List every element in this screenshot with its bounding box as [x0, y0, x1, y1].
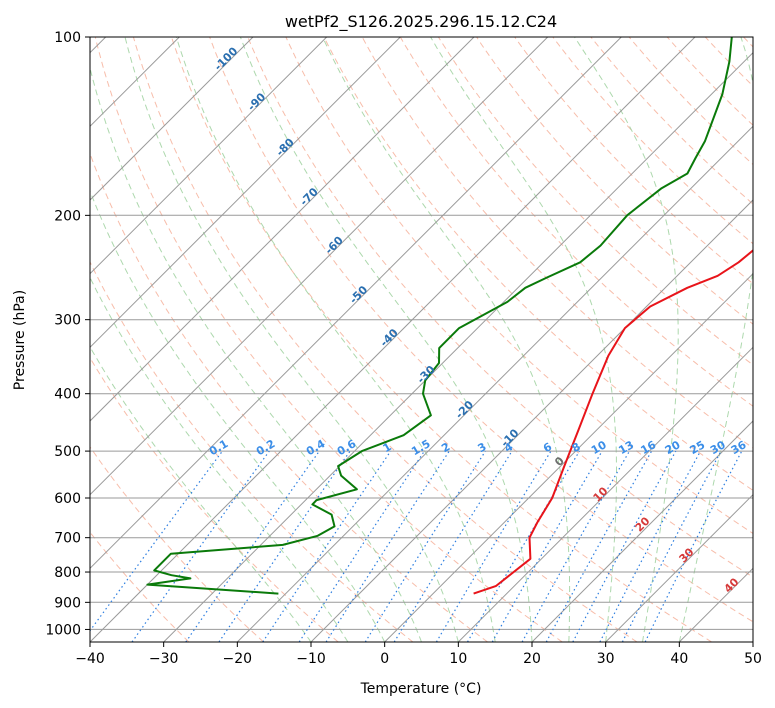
dry-adiabat-line [247, 37, 753, 578]
plot-frame [89, 36, 754, 643]
isotherm-line [90, 37, 401, 349]
isotherms [90, 37, 753, 642]
x-tick-label: 30 [597, 651, 615, 667]
moist-adiabat-line [430, 37, 617, 642]
isotherm-line [163, 51, 753, 642]
isotherm-line [531, 420, 753, 642]
temperature-profile-line [473, 249, 753, 595]
dry-adiabat-line [90, 446, 264, 642]
dry-adiabat-line [209, 37, 753, 623]
y-tick-label: 100 [54, 30, 81, 46]
x-tick-label: −30 [149, 651, 179, 667]
y-tick-label: 700 [54, 531, 81, 547]
mixing-ratio-line [599, 450, 702, 642]
isotherm-line [90, 37, 328, 275]
isobar-grid [90, 37, 753, 630]
isotherm-line [236, 125, 753, 642]
moist-adiabat-line [90, 189, 386, 642]
x-tick-label: 10 [449, 651, 467, 667]
y-axis-label: Pressure (hPa) [12, 290, 28, 390]
dry-adiabat-line [323, 37, 753, 491]
mixing-ratio-line [435, 450, 552, 642]
dry-adiabat-line [628, 37, 753, 166]
y-tick-label: 900 [54, 595, 81, 611]
moist-adiabat-line [678, 37, 753, 642]
moist-adiabat-line [175, 37, 496, 642]
x-tick-label: −40 [75, 651, 105, 667]
y-tick-label: 1000 [45, 622, 81, 638]
y-tick-label: 300 [54, 313, 81, 329]
mixing-ratio-line [262, 450, 392, 642]
y-tick-label: 200 [54, 208, 81, 224]
x-tick-label: 40 [670, 651, 688, 667]
isotherm-line [90, 37, 254, 201]
moist-adiabat-line [124, 37, 459, 642]
x-tick-label: −20 [223, 651, 253, 667]
mixing-ratio-line [218, 450, 351, 642]
mixing-ratio-line [393, 450, 513, 642]
moist-adiabat-line [574, 37, 679, 642]
isotherm-line [90, 37, 549, 496]
moist-adiabat-line [90, 276, 349, 642]
y-tick-label: 500 [54, 444, 81, 460]
mixing-ratio-line [572, 450, 677, 642]
y-axis-ticks: 1000 900 800 700 600 500 400 300 200 100 [45, 30, 90, 638]
plot-area [90, 37, 753, 642]
isotherm-line [457, 346, 753, 642]
x-tick-label: 0 [380, 651, 389, 667]
x-axis-label: Temperature (°C) [360, 681, 482, 697]
mixing-ratio-line [466, 450, 580, 642]
moist-adiabat-line [239, 37, 533, 642]
dewpoint-profile-line [146, 37, 733, 595]
mixing-ratio-line [325, 450, 450, 642]
isotherm-line [605, 493, 753, 642]
sounding-series [146, 37, 753, 595]
dry-adiabat-line [399, 37, 753, 407]
chart-title: wetPf2_S126.2025.296.15.12.C24 [285, 12, 557, 32]
x-tick-label: 20 [523, 651, 541, 667]
y-tick-label: 400 [54, 387, 81, 403]
isotherm-line [310, 199, 753, 642]
x-axis-ticks: −40 −30 −20 −10 0 10 20 30 40 50 [75, 642, 762, 667]
moist-adiabat-line [322, 37, 571, 642]
x-tick-label: −10 [296, 651, 326, 667]
moist-adiabat-line [90, 65, 422, 642]
mixing-ratio-line [185, 450, 320, 642]
isotherm-line [90, 37, 622, 570]
dry-adiabat-line [514, 37, 753, 285]
dry-adiabat-line [476, 37, 753, 325]
dry-adiabats [90, 37, 753, 642]
isotherm-line [90, 37, 696, 642]
mixing-ratio-lines [90, 450, 743, 642]
moist-adiabats [90, 37, 753, 642]
isotherm-line [90, 37, 475, 422]
y-tick-label: 800 [54, 565, 81, 581]
moist-adiabat-line [90, 345, 312, 642]
y-tick-label: 600 [54, 491, 81, 507]
x-tick-label: 50 [744, 651, 762, 667]
isotherm-line [384, 272, 753, 642]
mixing-ratio-line [298, 450, 425, 642]
dry-adiabat-line [132, 37, 638, 642]
mixing-ratio-line [364, 450, 486, 642]
dry-adiabat-line [94, 37, 563, 642]
